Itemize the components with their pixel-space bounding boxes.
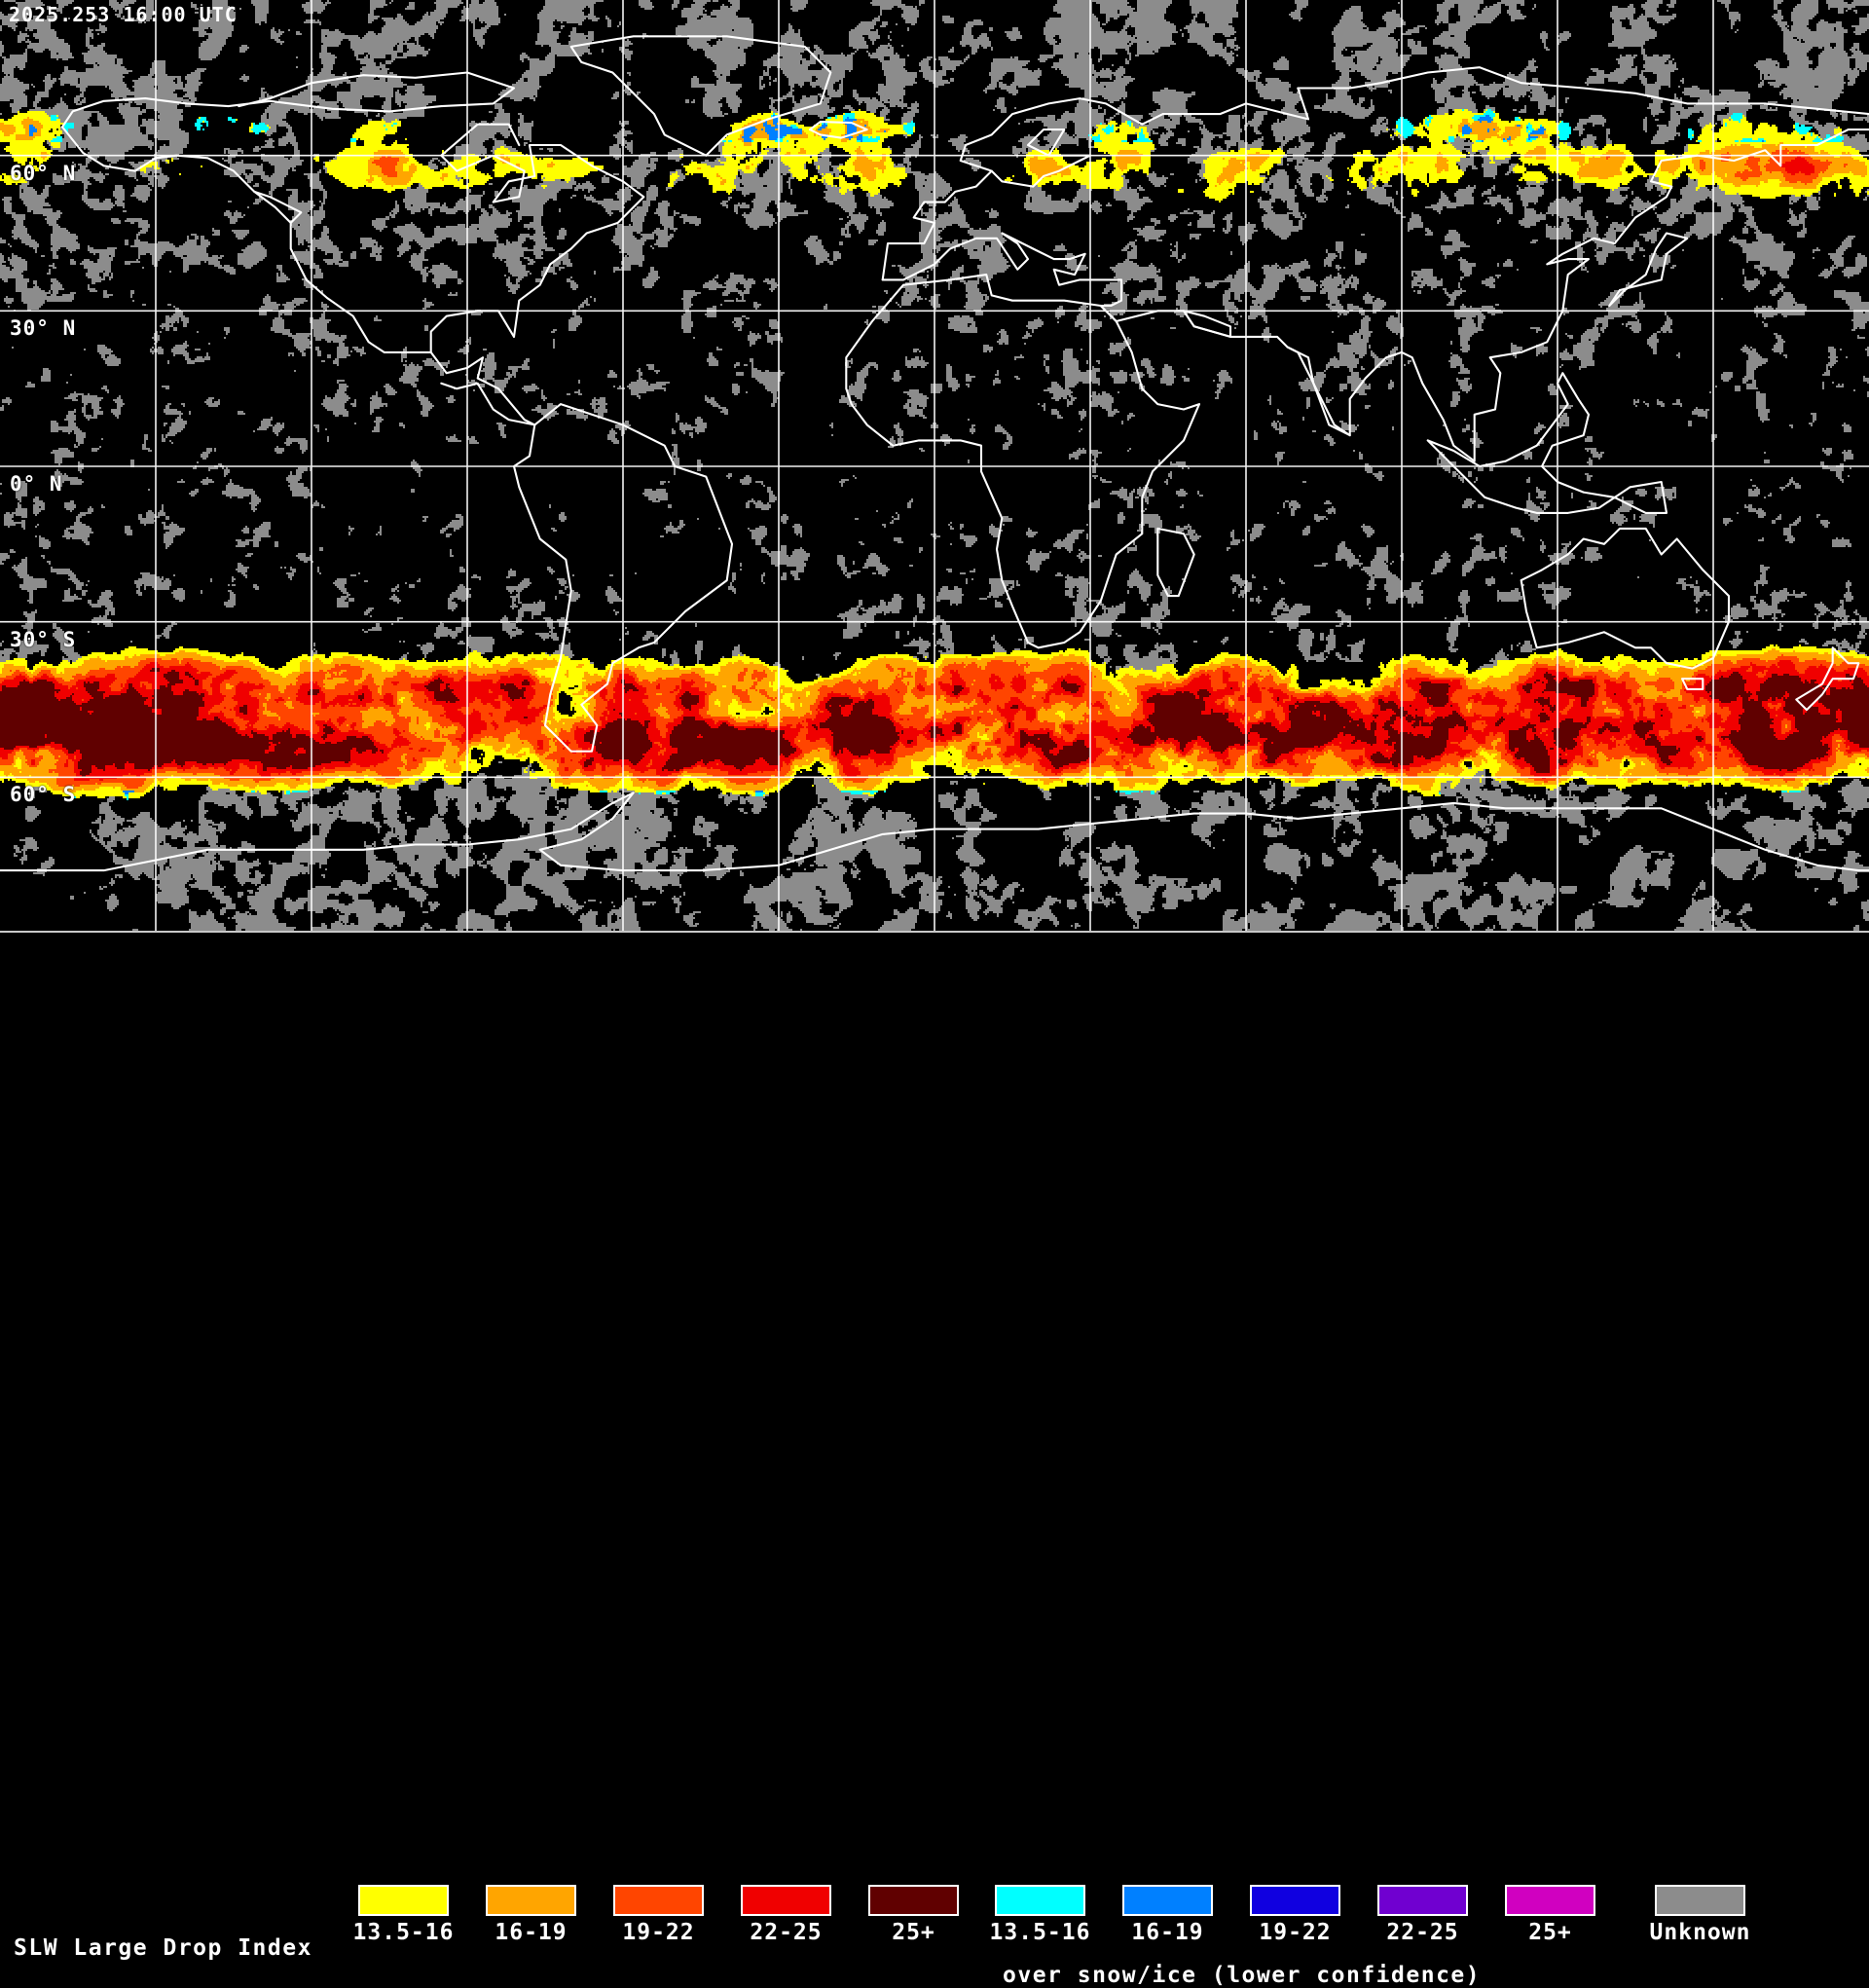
- coastline-19: [1680, 678, 1704, 690]
- graticule: [0, 0, 1869, 933]
- unknown-swatch: [1655, 1885, 1745, 1916]
- coastline-12: [1156, 527, 1195, 598]
- lat-label-4: 60° S: [10, 783, 77, 807]
- lat-label-0: 60° N: [10, 161, 77, 185]
- coastline-14: [1286, 346, 1351, 437]
- legend-warm-swatch-3: [741, 1885, 831, 1916]
- legend-warm-label-1: 16-19: [495, 1920, 568, 1945]
- legend-cool-swatch-4: [1505, 1885, 1595, 1916]
- timestamp-label: 2025.253 16:00 UTC: [9, 3, 238, 26]
- legend-cool-swatch-1: [1122, 1885, 1213, 1916]
- lat-label-2: 0° N: [10, 472, 63, 496]
- legend-warm-label-3: 22-25: [750, 1920, 823, 1945]
- legend-cool-entry-0: 13.5-16: [990, 1885, 1089, 1945]
- coastline-graticule-layer: [0, 0, 1869, 933]
- coastline-2: [253, 190, 303, 224]
- legend-snow-ice-note: over snow/ice (lower confidence): [1003, 1963, 1482, 1988]
- coastline-10: [881, 232, 1123, 308]
- legend-warm-entry-2: 19-22: [613, 1885, 704, 1945]
- coastline-17: [1426, 372, 1668, 514]
- legend-cool-label-4: 25+: [1528, 1920, 1572, 1945]
- coastline-20: [1795, 646, 1860, 712]
- coastline-11: [845, 274, 1201, 649]
- legend-warm-entry-3: 22-25: [741, 1885, 831, 1945]
- legend-cool-entry-2: 19-22: [1250, 1885, 1340, 1945]
- coastline-18: [1520, 527, 1731, 670]
- legend-warm-entry-0: 13.5-16: [353, 1885, 453, 1945]
- legend-warm-label-0: 13.5-16: [352, 1920, 455, 1945]
- lat-label-1: 30° N: [10, 316, 77, 341]
- legend-cool-label-2: 19-22: [1259, 1920, 1332, 1945]
- legend-warm-entry-4: 25+: [868, 1885, 959, 1945]
- coastline-8: [881, 66, 1869, 281]
- coastline-5: [569, 35, 832, 157]
- legend-cool-swatch-0: [995, 1885, 1085, 1916]
- coastline-15: [1182, 310, 1232, 338]
- legend-warm-swatch-2: [613, 1885, 704, 1916]
- coastline-4: [429, 310, 516, 353]
- coastline-9: [990, 129, 1092, 188]
- legend-cool-label-0: 13.5-16: [989, 1920, 1091, 1945]
- coastline-16: [1608, 232, 1689, 308]
- legend-cool-label-1: 16-19: [1131, 1920, 1204, 1945]
- coastline-13: [1099, 129, 1869, 462]
- legend-cool-swatch-2: [1250, 1885, 1340, 1916]
- legend-warm-swatch-4: [868, 1885, 959, 1916]
- legend-warm-swatch-0: [358, 1885, 449, 1916]
- legend-unknown-entry: Unknown: [1650, 1885, 1749, 1945]
- legend-warm-label-2: 19-22: [622, 1920, 695, 1945]
- map-panel[interactable]: 60° N 30° N 0° N 30° S 60° S 2025.253 16:00 …: [0, 0, 1869, 933]
- legend-title: SLW Large Drop Index: [14, 1935, 312, 1961]
- legend-cool-entry-3: 22-25: [1377, 1885, 1468, 1945]
- legend-cool-swatch-3: [1377, 1885, 1468, 1916]
- legend-cool-entry-1: 16-19: [1122, 1885, 1213, 1945]
- legend-warm-label-4: 25+: [892, 1920, 935, 1945]
- legend-cool-entry-4: 25+: [1505, 1885, 1595, 1945]
- coastline-6: [808, 121, 868, 139]
- coastline-0: [60, 71, 516, 129]
- legend-warm-swatch-1: [486, 1885, 576, 1916]
- coastline-3: [440, 123, 645, 338]
- lat-label-3: 30° S: [10, 627, 77, 651]
- legend-panel: SLW Large Drop Index 13.5-16 16-19 19-22 22…: [0, 933, 1869, 1988]
- map-bottom-border: [0, 931, 1869, 933]
- unknown-label: Unknown: [1649, 1920, 1751, 1945]
- coastline-1: [60, 126, 536, 426]
- legend-cool-label-3: 22-25: [1386, 1920, 1459, 1945]
- legend-warm-entry-1: 16-19: [486, 1885, 576, 1945]
- coastline-7: [512, 403, 734, 753]
